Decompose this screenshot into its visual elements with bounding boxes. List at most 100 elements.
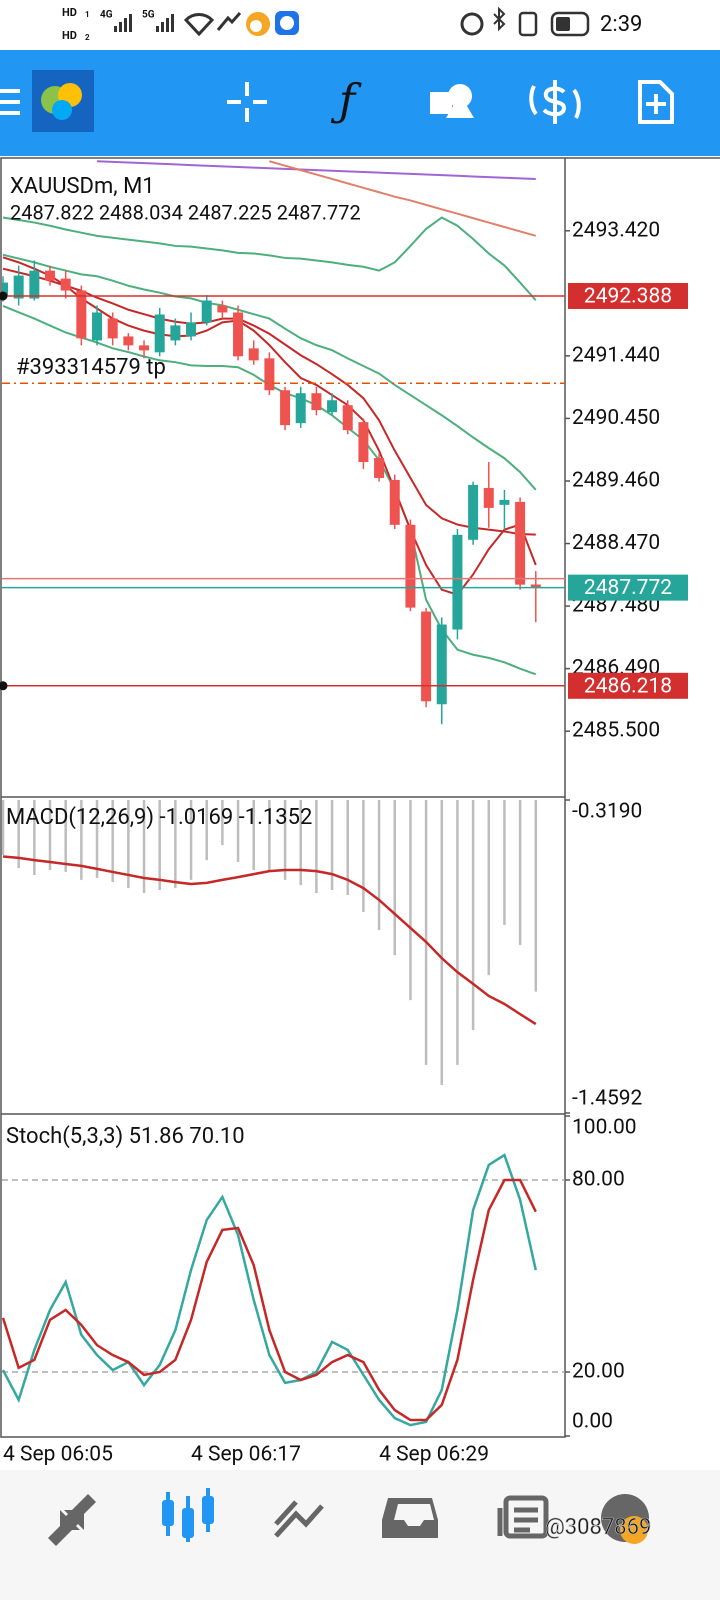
candle-body [374, 458, 385, 478]
candle-body [29, 270, 40, 299]
indicator-title: Stoch(5,3,3) 51.86 70.10 [6, 1124, 245, 1149]
candle-body [264, 358, 275, 391]
candle-body [436, 624, 447, 705]
candle-body [389, 479, 400, 525]
menu-button[interactable] [0, 89, 20, 115]
hd-sub: 2 [85, 33, 90, 42]
indicator-line [2, 253, 537, 491]
toolbar [0, 50, 720, 156]
chart-title: XAUUSDm, M1 [10, 174, 155, 199]
y-tick-label: 2489.460 [572, 469, 660, 493]
messages-tab[interactable] [601, 1494, 649, 1544]
app-logo [32, 70, 94, 132]
status-icons-part [550, 11, 590, 37]
candle-body [311, 393, 322, 411]
news-tab-part [503, 1495, 549, 1539]
price-label: 2486.218 [584, 674, 672, 698]
candle-body [483, 487, 494, 508]
y-tick-label: 80.00 [572, 1168, 625, 1192]
order-label: #393314579 tp [16, 355, 166, 380]
chart-tab[interactable] [162, 1488, 214, 1542]
crosshair-button[interactable] [227, 82, 267, 122]
candle-body [530, 584, 541, 588]
news-tab[interactable] [497, 1495, 549, 1539]
hd-label: HD [62, 29, 77, 42]
network-label: 5G [142, 10, 155, 21]
trade-button[interactable] [529, 80, 581, 124]
chart-tab-part [186, 1496, 190, 1542]
trade-tab[interactable] [274, 1500, 324, 1538]
candle-body [327, 400, 338, 413]
candle-body [13, 275, 24, 299]
status-icons-part [280, 16, 294, 30]
trade-button-part [542, 80, 567, 124]
objects-button-part [430, 92, 452, 114]
candle-body [468, 484, 479, 540]
status-icons-part [250, 20, 262, 32]
candle-body [123, 336, 134, 346]
chart-frame [0, 157, 720, 1438]
y-tick-label: 0.00 [572, 1410, 613, 1434]
axes: 2493.420 2491.440 2490.450 2489.460 2488.470… [0, 174, 688, 1467]
indicator-line [96, 160, 536, 180]
app-logo-part [52, 100, 72, 120]
candle-body [515, 501, 526, 585]
status-icons: HD 1 HD 2 4G 5G [62, 6, 590, 42]
status-icons-part [183, 13, 215, 37]
candle-body [107, 318, 118, 339]
candle-body [280, 390, 291, 426]
x-tick-label: 4 Sep 06:29 [379, 1443, 489, 1467]
new-order-button-part [646, 94, 666, 114]
quotes-tab-part [48, 1494, 96, 1546]
stoch-plot [2, 1153, 565, 1427]
quotes-tab[interactable] [48, 1494, 96, 1546]
new-order-button[interactable] [638, 80, 674, 124]
status-icons-part [460, 12, 484, 36]
order-marker [0, 681, 8, 691]
menu-button-part [0, 100, 20, 104]
clock: 2:39 [600, 12, 642, 37]
macd-plot [2, 800, 538, 1085]
objects-button[interactable] [430, 84, 474, 118]
candle-body [154, 314, 165, 353]
y-tick-label: 2490.450 [572, 406, 660, 430]
news-tab-part [497, 1507, 538, 1536]
price-label-box [568, 574, 688, 601]
indicator-line [269, 160, 537, 237]
y-tick-label: -0.3190 [572, 800, 642, 824]
candle-body [186, 322, 197, 337]
y-tick-label: 2488.470 [572, 531, 660, 555]
status-icons-part [556, 17, 570, 31]
chart-tab-part [206, 1488, 210, 1532]
status-icons-part [518, 11, 538, 37]
candle-body [421, 611, 432, 702]
candle-body [358, 422, 369, 463]
candle-body [170, 325, 181, 341]
history-tab[interactable] [382, 1498, 438, 1538]
price-label-box [568, 672, 688, 699]
indicator-line [2, 216, 537, 301]
candle-body [342, 405, 353, 431]
candle-body [60, 278, 71, 291]
y-tick-label: -1.4592 [572, 1087, 643, 1111]
history-tab-part [382, 1498, 438, 1538]
ohlc-values: 2487.822 2488.034 2487.225 2487.772 [10, 200, 361, 224]
candle-body [201, 300, 212, 323]
y-tick-label: 20.00 [572, 1360, 625, 1384]
candle-body [233, 312, 244, 357]
candle-body [76, 290, 87, 339]
candle-body [499, 499, 510, 505]
menu-button-part [0, 89, 20, 93]
trade-button-part [529, 85, 581, 119]
candle-body [217, 305, 228, 313]
hd-label: HD [62, 6, 77, 19]
status-icons-part [156, 14, 174, 32]
candle-body [45, 270, 56, 281]
y-tick-label: 100.00 [572, 1116, 637, 1140]
indicator-line [2, 256, 537, 596]
candle-body [139, 345, 150, 351]
crosshair-button-part [227, 82, 267, 122]
hd-sub: 1 [85, 10, 90, 19]
candle-body [295, 393, 306, 424]
